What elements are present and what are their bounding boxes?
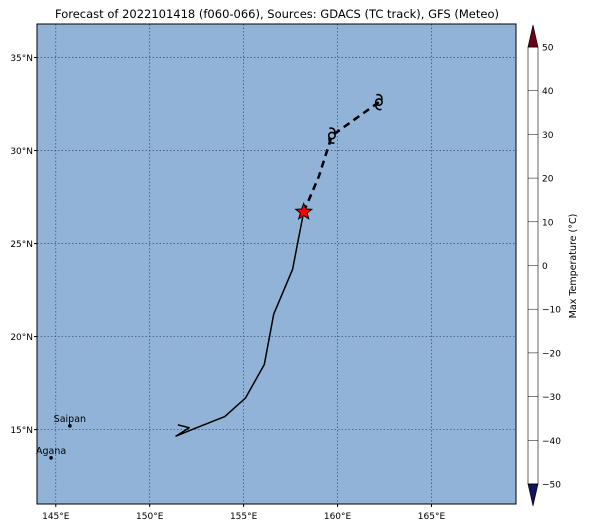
x-tick-label: 145°E xyxy=(42,512,70,522)
map-area: Saipan Agana xyxy=(36,23,517,505)
typhoon-icon xyxy=(327,127,336,144)
colorbar-extend-max xyxy=(527,24,539,48)
colorbar-tick-label: 30 xyxy=(542,131,554,141)
x-tick-label: 165°E xyxy=(418,512,446,522)
city-label: Agana xyxy=(36,446,66,457)
y-tick-label: 25°N xyxy=(10,240,33,250)
forecast-track-line xyxy=(302,101,380,213)
track-markers xyxy=(294,93,383,220)
colorbar-tick-label: −50 xyxy=(542,481,561,491)
x-tick-label: 155°E xyxy=(230,512,258,522)
colorbar-tick-label: 40 xyxy=(542,87,554,97)
city-dot xyxy=(68,424,72,428)
colorbar-tick-label: −30 xyxy=(542,393,561,403)
colorbar-extend-min xyxy=(527,483,539,507)
city-marker: Saipan xyxy=(54,414,86,428)
colorbar-tick-label: −20 xyxy=(542,349,561,359)
axis-ticks: 145°E 150°E 155°E 160°E 165°E 15°N 20°N 25°N 30°… xyxy=(10,54,445,522)
colorbar-tick-label: 0 xyxy=(542,262,548,272)
x-tick-label: 160°E xyxy=(324,512,352,522)
colorbar-tick-label: 50 xyxy=(542,44,554,54)
ocean-background xyxy=(37,24,516,504)
x-tick-label: 150°E xyxy=(136,512,164,522)
city-dot xyxy=(49,456,53,460)
colorbar-ticks: −50 −40 −30 −20 −10 0 10 20 30 40 50 xyxy=(528,44,561,491)
y-tick-label: 35°N xyxy=(10,54,33,64)
city-labels: Saipan Agana xyxy=(36,414,86,460)
map-title: Forecast of 2022101418 (f060-066), Sourc… xyxy=(55,7,499,21)
star-icon xyxy=(294,202,314,220)
colorbar-tick-label: −10 xyxy=(542,306,561,316)
past-track-line xyxy=(175,211,305,437)
y-tick-label: 20°N xyxy=(10,333,33,343)
colorbar-tick-label: 10 xyxy=(542,218,554,228)
typhoon-icon xyxy=(374,93,383,111)
colorbar-tick-label: −40 xyxy=(542,437,561,447)
graticule xyxy=(37,24,516,504)
city-label: Saipan xyxy=(54,414,86,425)
map-frame xyxy=(36,23,517,505)
y-tick-label: 30°N xyxy=(10,147,33,157)
city-marker: Agana xyxy=(36,446,66,460)
storm-track xyxy=(175,101,380,437)
colorbar: −50 −40 −30 −20 −10 0 10 20 30 40 50 Max Temperatu… xyxy=(527,24,579,507)
colorbar-label: Max Temperature (°C) xyxy=(568,214,579,319)
colorbar-tick-label: 20 xyxy=(542,175,554,185)
y-tick-label: 15°N xyxy=(10,426,33,436)
